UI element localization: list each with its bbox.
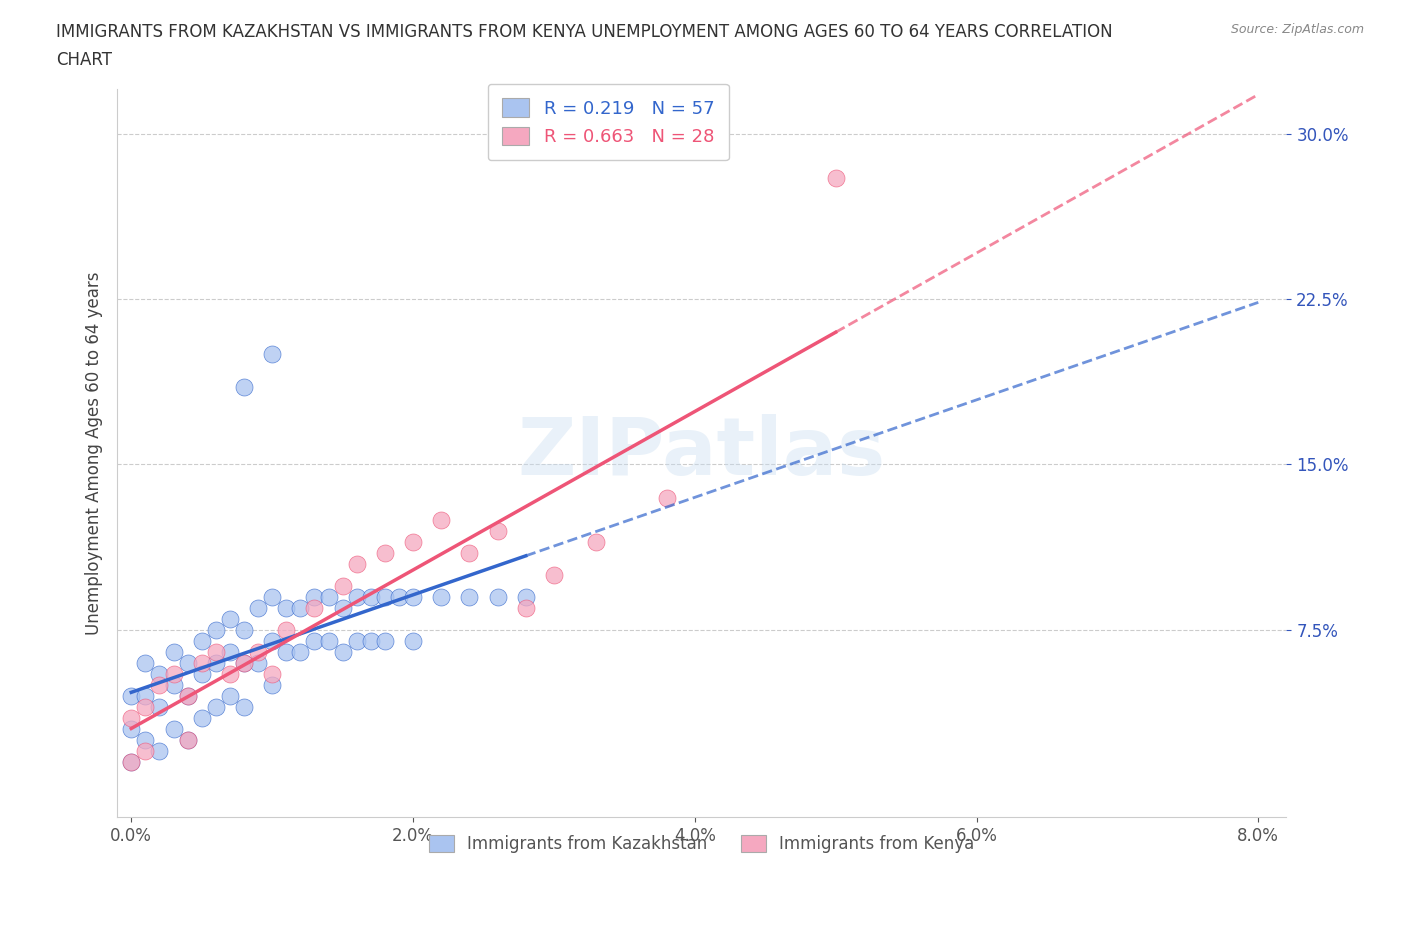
Point (402, 590, 425, 604)
Text: CHART: CHART (56, 51, 112, 69)
Point (430, 512, 453, 527)
Point (262, 633, 284, 648)
Point (204, 622, 226, 637)
Point (486, 524, 509, 538)
Point (176, 733, 198, 748)
Point (148, 667, 170, 682)
Point (204, 644, 226, 659)
Point (134, 688, 156, 703)
Point (120, 755, 142, 770)
Point (374, 590, 396, 604)
Point (148, 744, 170, 759)
Point (346, 590, 368, 604)
Point (134, 656, 156, 671)
Point (262, 347, 284, 362)
Point (219, 688, 242, 703)
Point (134, 744, 156, 759)
Point (304, 633, 326, 648)
Point (346, 556, 368, 571)
Legend: Immigrants from Kazakhstan, Immigrants from Kenya: Immigrants from Kazakhstan, Immigrants f… (422, 829, 981, 860)
Point (233, 656, 256, 671)
Point (162, 667, 184, 682)
Point (360, 633, 382, 648)
Point (120, 688, 142, 703)
Point (430, 590, 453, 604)
Point (543, 567, 565, 582)
Point (402, 534, 425, 549)
Point (304, 590, 326, 604)
Point (332, 601, 354, 616)
Point (219, 667, 242, 682)
Point (402, 633, 425, 648)
Point (120, 722, 142, 737)
Point (346, 633, 368, 648)
Point (262, 667, 284, 682)
Point (233, 379, 256, 394)
Point (374, 545, 396, 560)
Point (190, 633, 212, 648)
Point (148, 678, 170, 693)
Point (134, 733, 156, 748)
Point (515, 590, 537, 604)
Point (458, 590, 481, 604)
Point (332, 578, 354, 593)
Point (162, 722, 184, 737)
Point (190, 656, 212, 671)
Point (247, 644, 270, 659)
Point (233, 622, 256, 637)
Point (515, 601, 537, 616)
Point (276, 622, 298, 637)
Point (176, 688, 198, 703)
Point (190, 711, 212, 725)
Point (247, 656, 270, 671)
Point (332, 644, 354, 659)
Point (262, 678, 284, 693)
Point (176, 656, 198, 671)
Point (318, 633, 340, 648)
Point (276, 644, 298, 659)
Point (176, 688, 198, 703)
Point (318, 590, 340, 604)
Point (486, 590, 509, 604)
Text: IMMIGRANTS FROM KAZAKHSTAN VS IMMIGRANTS FROM KENYA UNEMPLOYMENT AMONG AGES 60 T: IMMIGRANTS FROM KAZAKHSTAN VS IMMIGRANTS… (56, 23, 1114, 41)
Point (276, 601, 298, 616)
Point (176, 733, 198, 748)
Point (134, 699, 156, 714)
Point (304, 601, 326, 616)
Point (585, 534, 607, 549)
Point (233, 656, 256, 671)
Point (233, 699, 256, 714)
Point (458, 545, 481, 560)
Y-axis label: Unemployment Among Ages 60 to 64 years: Unemployment Among Ages 60 to 64 years (86, 272, 103, 635)
Point (148, 699, 170, 714)
Point (290, 601, 312, 616)
Point (247, 601, 270, 616)
Point (219, 611, 242, 626)
Point (374, 633, 396, 648)
Point (190, 667, 212, 682)
Point (262, 590, 284, 604)
Point (120, 711, 142, 725)
Point (204, 656, 226, 671)
Point (219, 644, 242, 659)
Text: Source: ZipAtlas.com: Source: ZipAtlas.com (1230, 23, 1364, 36)
Point (655, 490, 678, 505)
Point (360, 590, 382, 604)
Point (290, 644, 312, 659)
Point (824, 170, 846, 185)
Point (162, 678, 184, 693)
Text: ZIPatlas: ZIPatlas (517, 415, 886, 492)
Point (120, 755, 142, 770)
Point (162, 644, 184, 659)
Point (204, 699, 226, 714)
Point (388, 590, 411, 604)
